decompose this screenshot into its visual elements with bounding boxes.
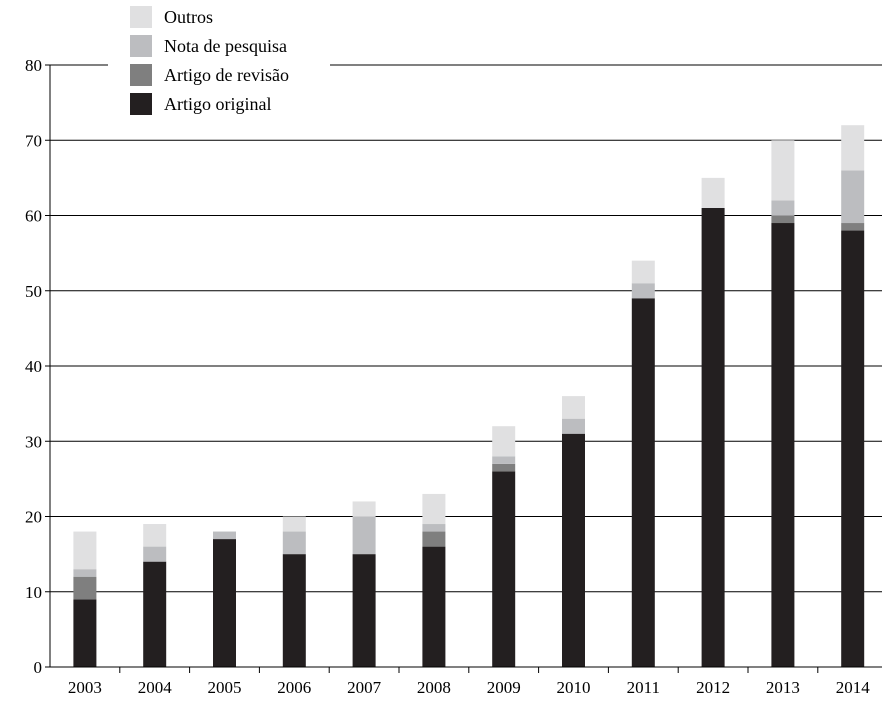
bar-segment-2009-nota-de-pesquisa [492, 456, 516, 464]
legend-label: Artigo original [164, 94, 271, 114]
axes: 0 10 20 30 40 50 60 70 80 2003 2004 2005 2006 2007 200… [25, 56, 882, 697]
bar-segment-2009-outros [492, 426, 516, 457]
bar-segment-2008-artigo-original [422, 546, 446, 667]
bar-segment-2004-nota-de-pesquisa [143, 546, 167, 562]
y-tick-label: 30 [25, 432, 42, 451]
x-tick-label: 2012 [696, 678, 730, 697]
x-tick-label: 2010 [557, 678, 591, 697]
legend-swatch-outros [130, 6, 152, 28]
y-tick-label: 50 [25, 282, 42, 301]
bar-segment-2007-outros [352, 501, 376, 517]
bar-segment-2004-artigo-original [143, 561, 167, 667]
bar-segment-2010-nota-de-pesquisa [562, 418, 585, 434]
x-tick-label: 2006 [277, 678, 311, 697]
bar-segment-2003-artigo-original [73, 599, 97, 667]
y-tick-label: 40 [25, 357, 42, 376]
y-tick-label: 20 [25, 508, 42, 527]
legend-swatch-artigo-original [130, 93, 152, 115]
legend-label: Outros [164, 7, 213, 27]
bar-segment-2009-artigo-original [492, 471, 516, 667]
bar-segment-2003-artigo-de-revisão [73, 576, 97, 600]
bar-segment-2013-artigo-de-revisão [771, 215, 795, 224]
bar-segment-2014-nota-de-pesquisa [841, 170, 865, 224]
bar-segment-2008-nota-de-pesquisa [422, 524, 446, 532]
bar-segment-2005-artigo-original [213, 539, 236, 667]
bar-segment-2004-outros [143, 524, 167, 547]
bar-segment-2011-nota-de-pesquisa [631, 283, 655, 299]
bar-segment-2007-nota-de-pesquisa [352, 516, 376, 555]
bar-segment-2013-nota-de-pesquisa [771, 200, 795, 216]
y-tick-label: 60 [25, 207, 42, 226]
x-tick-label: 2009 [487, 678, 521, 697]
x-tick-label: 2013 [766, 678, 800, 697]
bars [73, 125, 865, 668]
bar-segment-2010-outros [562, 396, 585, 419]
x-tick-label: 2007 [347, 678, 382, 697]
x-tick-label: 2014 [836, 678, 871, 697]
bar-segment-2011-artigo-original [631, 298, 655, 667]
bar-segment-2013-artigo-original [771, 223, 795, 667]
bar-segment-2009-artigo-de-revisão [492, 463, 516, 472]
legend: Outros Nota de pesquisa Artigo de revisão A… [108, 0, 330, 124]
legend-label: Artigo de revisão [164, 65, 289, 85]
bar-segment-2012-artigo-original [701, 207, 725, 667]
y-tick-label: 80 [25, 56, 42, 75]
bar-segment-2006-artigo-original [282, 554, 306, 667]
bar-segment-2007-artigo-original [352, 554, 376, 667]
x-tick-label: 2011 [627, 678, 660, 697]
bar-segment-2013-outros [771, 140, 795, 201]
bar-segment-2014-outros [841, 125, 865, 171]
legend-swatch-nota-de-pesquisa [130, 35, 152, 57]
x-tick-label: 2003 [68, 678, 102, 697]
bar-segment-2012-outros [701, 177, 725, 208]
y-tick-label: 10 [25, 583, 42, 602]
bar-segment-2014-artigo-original [841, 230, 865, 668]
bar-segment-2008-outros [422, 493, 446, 525]
bar-segment-2006-outros [282, 516, 306, 532]
bar-segment-2005-nota-de-pesquisa [213, 531, 236, 540]
y-tick-label: 0 [34, 658, 43, 677]
y-tick-label: 70 [25, 131, 42, 150]
bar-segment-2011-outros [631, 260, 655, 284]
bar-segment-2010-artigo-original [562, 433, 585, 667]
legend-label: Nota de pesquisa [164, 36, 287, 56]
x-tick-label: 2008 [417, 678, 451, 697]
bar-segment-2003-nota-de-pesquisa [73, 569, 97, 577]
bar-segment-2014-artigo-de-revisão [841, 223, 865, 231]
bar-segment-2003-outros [73, 531, 97, 570]
legend-swatch-artigo-de-revisão [130, 64, 152, 86]
gridlines [50, 64, 882, 593]
bar-segment-2006-nota-de-pesquisa [282, 531, 306, 555]
x-tick-label: 2004 [138, 678, 173, 697]
x-tick-label: 2005 [208, 678, 242, 697]
bar-segment-2008-artigo-de-revisão [422, 531, 446, 547]
